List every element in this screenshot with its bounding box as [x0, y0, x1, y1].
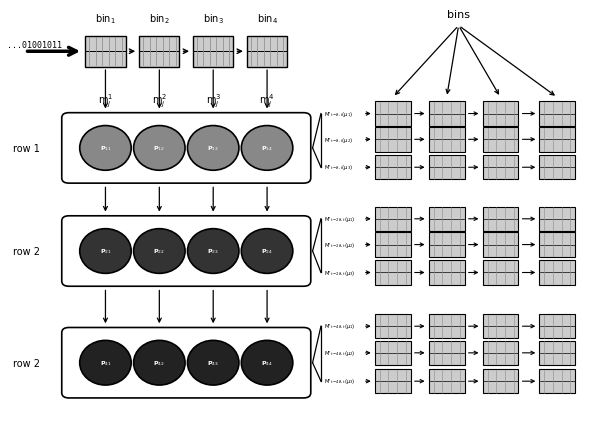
FancyBboxPatch shape	[375, 156, 411, 180]
Text: M'$_{t-4\delta,t}(\mu_2)$: M'$_{t-4\delta,t}(\mu_2)$	[324, 349, 355, 357]
FancyBboxPatch shape	[482, 261, 518, 285]
Ellipse shape	[187, 341, 239, 385]
Text: row 2: row 2	[13, 246, 40, 256]
Text: P$_{11}$: P$_{11}$	[100, 144, 112, 153]
FancyBboxPatch shape	[482, 233, 518, 257]
Text: bin$_3$: bin$_3$	[203, 12, 224, 26]
FancyBboxPatch shape	[375, 314, 411, 339]
FancyBboxPatch shape	[482, 102, 518, 126]
Text: P$_{44}$: P$_{44}$	[261, 359, 273, 367]
Text: bins: bins	[447, 10, 470, 20]
FancyBboxPatch shape	[539, 102, 575, 126]
Text: row 1: row 1	[13, 144, 40, 154]
FancyBboxPatch shape	[429, 207, 464, 231]
Text: P$_{12}$: P$_{12}$	[154, 144, 165, 153]
Text: P$_{23}$: P$_{23}$	[208, 247, 219, 256]
Text: P$_{41}$: P$_{41}$	[100, 359, 112, 367]
FancyBboxPatch shape	[429, 341, 464, 365]
Text: row 2: row 2	[13, 358, 40, 368]
FancyBboxPatch shape	[193, 37, 233, 68]
Text: M'$_{t-2\delta,t}(\mu_1)$: M'$_{t-2\delta,t}(\mu_1)$	[324, 215, 355, 224]
FancyBboxPatch shape	[482, 156, 518, 180]
FancyBboxPatch shape	[375, 341, 411, 365]
FancyBboxPatch shape	[482, 341, 518, 365]
FancyBboxPatch shape	[375, 369, 411, 393]
FancyBboxPatch shape	[429, 369, 464, 393]
FancyBboxPatch shape	[482, 314, 518, 339]
Text: bin$_2$: bin$_2$	[149, 12, 170, 26]
Text: P$_{24}$: P$_{24}$	[261, 247, 273, 256]
FancyBboxPatch shape	[429, 156, 464, 180]
FancyBboxPatch shape	[539, 207, 575, 231]
Text: M'$_{t-2\delta,t}(\mu_2)$: M'$_{t-2\delta,t}(\mu_2)$	[324, 241, 355, 249]
Text: P$_{21}$: P$_{21}$	[100, 247, 112, 256]
Ellipse shape	[134, 126, 185, 171]
FancyBboxPatch shape	[539, 261, 575, 285]
Ellipse shape	[80, 341, 131, 385]
Text: M'$_{t-4\delta,t}(\mu_3)$: M'$_{t-4\delta,t}(\mu_3)$	[324, 377, 355, 385]
Text: P$_{13}$: P$_{13}$	[208, 144, 219, 153]
Ellipse shape	[241, 229, 293, 274]
FancyBboxPatch shape	[429, 128, 464, 152]
FancyBboxPatch shape	[375, 233, 411, 257]
Text: m$^4_j$: m$^4_j$	[259, 93, 275, 110]
FancyBboxPatch shape	[482, 128, 518, 152]
Ellipse shape	[134, 229, 185, 274]
Ellipse shape	[80, 126, 131, 171]
FancyBboxPatch shape	[139, 37, 179, 68]
Text: m$^1_j$: m$^1_j$	[98, 93, 113, 110]
FancyBboxPatch shape	[539, 369, 575, 393]
Text: P$_{43}$: P$_{43}$	[208, 359, 219, 367]
Text: ...01001011: ...01001011	[7, 41, 62, 50]
FancyBboxPatch shape	[539, 314, 575, 339]
FancyBboxPatch shape	[247, 37, 287, 68]
Text: m$^2_j$: m$^2_j$	[152, 93, 167, 110]
FancyBboxPatch shape	[539, 233, 575, 257]
Text: bin$_1$: bin$_1$	[95, 12, 116, 26]
Ellipse shape	[187, 229, 239, 274]
Text: M'$_{t-\delta,t}(\mu_2)$: M'$_{t-\delta,t}(\mu_2)$	[324, 136, 353, 144]
Text: M'$_{t-\delta,t}(\mu_1)$: M'$_{t-\delta,t}(\mu_1)$	[324, 110, 353, 119]
FancyBboxPatch shape	[539, 156, 575, 180]
FancyBboxPatch shape	[429, 102, 464, 126]
FancyBboxPatch shape	[375, 102, 411, 126]
Text: P$_{14}$: P$_{14}$	[261, 144, 273, 153]
Ellipse shape	[241, 341, 293, 385]
Ellipse shape	[80, 229, 131, 274]
Text: P$_{42}$: P$_{42}$	[154, 359, 165, 367]
Ellipse shape	[187, 126, 239, 171]
FancyBboxPatch shape	[429, 261, 464, 285]
FancyBboxPatch shape	[429, 233, 464, 257]
FancyBboxPatch shape	[375, 207, 411, 231]
FancyBboxPatch shape	[482, 369, 518, 393]
Text: M'$_{t-4\delta,t}(\mu_1)$: M'$_{t-4\delta,t}(\mu_1)$	[324, 322, 355, 331]
FancyBboxPatch shape	[539, 128, 575, 152]
FancyBboxPatch shape	[375, 128, 411, 152]
Text: m$^3_j$: m$^3_j$	[206, 93, 221, 110]
Text: M'$_{t-\delta,t}(\mu_3)$: M'$_{t-\delta,t}(\mu_3)$	[324, 164, 353, 172]
Text: bin$_4$: bin$_4$	[257, 12, 278, 26]
FancyBboxPatch shape	[375, 261, 411, 285]
Text: P$_{22}$: P$_{22}$	[154, 247, 165, 256]
FancyBboxPatch shape	[482, 207, 518, 231]
FancyBboxPatch shape	[429, 314, 464, 339]
FancyBboxPatch shape	[85, 37, 125, 68]
Ellipse shape	[134, 341, 185, 385]
Text: M'$_{t-2\delta,t}(\mu_3)$: M'$_{t-2\delta,t}(\mu_3)$	[324, 269, 355, 277]
FancyBboxPatch shape	[539, 341, 575, 365]
Ellipse shape	[241, 126, 293, 171]
